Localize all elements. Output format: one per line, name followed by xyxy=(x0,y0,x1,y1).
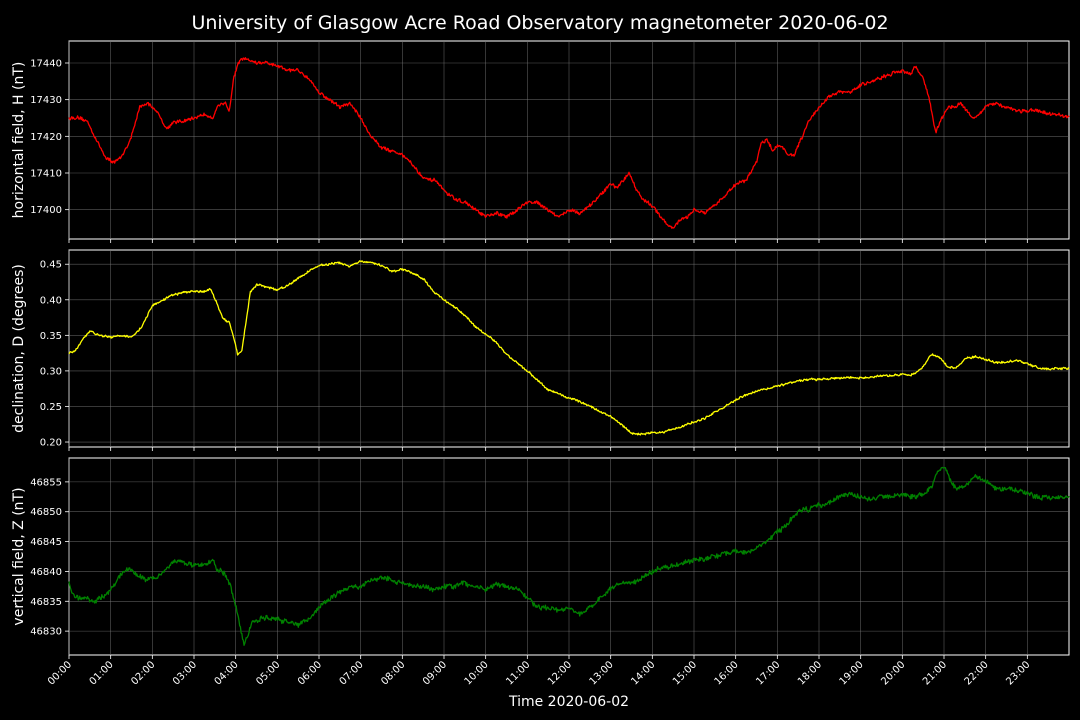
x-tick-label: 17:00 xyxy=(754,659,782,687)
series-line xyxy=(68,260,1070,436)
x-tick-label: 21:00 xyxy=(921,659,949,687)
y-tick-label: 0.20 xyxy=(40,438,62,449)
x-tick-label: 06:00 xyxy=(296,659,324,687)
y-tick-label: 17410 xyxy=(30,169,62,180)
y-tick-label: 0.25 xyxy=(40,402,62,413)
x-tick-label: 20:00 xyxy=(879,659,907,687)
y-tick-label: 0.45 xyxy=(40,260,62,271)
x-tick-label: 03:00 xyxy=(171,659,199,687)
y-tick-label: 17430 xyxy=(30,95,62,106)
x-tick-label: 00:00 xyxy=(46,659,74,687)
x-tick-label: 09:00 xyxy=(421,659,449,687)
figure-title: University of Glasgow Acre Road Observat… xyxy=(191,12,888,34)
x-tick-label: 13:00 xyxy=(588,659,616,687)
x-tick-label: 10:00 xyxy=(463,659,491,687)
y-tick-label: 46835 xyxy=(30,597,62,608)
x-tick-label: 01:00 xyxy=(88,659,116,687)
x-tick-label: 05:00 xyxy=(254,659,282,687)
y-tick-label: 46830 xyxy=(30,627,62,638)
series-line xyxy=(68,466,1070,646)
y-axis-label: horizontal field, H (nT) xyxy=(11,62,27,219)
x-tick-label: 02:00 xyxy=(129,659,157,687)
x-tick-label: 14:00 xyxy=(629,659,657,687)
x-tick-label: 07:00 xyxy=(338,659,366,687)
x-tick-label: 22:00 xyxy=(963,659,991,687)
y-tick-label: 0.35 xyxy=(40,331,62,342)
y-tick-label: 17400 xyxy=(30,205,62,216)
y-tick-label: 46855 xyxy=(30,477,62,488)
y-tick-label: 46845 xyxy=(30,537,62,548)
series-line xyxy=(68,57,1070,229)
panel-1: 0.20 0.25 0.30 0.35 0.40 0.45 declination, D (… xyxy=(11,249,1070,451)
x-tick-label: 11:00 xyxy=(504,659,532,687)
x-tick-label: 19:00 xyxy=(838,659,866,687)
x-tick-label: 12:00 xyxy=(546,659,574,687)
x-axis-label: Time 2020-06-02 xyxy=(508,694,629,710)
x-tick-label: 18:00 xyxy=(796,659,824,687)
panel-2: 00:00 01:00 02:00 03:00 04:00 05:00 06:00 07:00… xyxy=(11,457,1070,688)
y-tick-label: 46840 xyxy=(30,567,62,578)
y-tick-label: 0.40 xyxy=(40,295,62,306)
y-axis-label: declination, D (degrees) xyxy=(11,264,27,433)
x-tick-label: 08:00 xyxy=(379,659,407,687)
x-tick-label: 15:00 xyxy=(671,659,699,687)
y-tick-label: 17440 xyxy=(30,59,62,70)
y-axis-label: vertical field, Z (nT) xyxy=(11,487,27,625)
y-tick-label: 46850 xyxy=(30,507,62,518)
x-tick-label: 16:00 xyxy=(713,659,741,687)
x-tick-label: 04:00 xyxy=(213,659,241,687)
x-tick-label: 23:00 xyxy=(1004,659,1032,687)
y-tick-label: 17420 xyxy=(30,132,62,143)
y-tick-label: 0.30 xyxy=(40,366,62,377)
